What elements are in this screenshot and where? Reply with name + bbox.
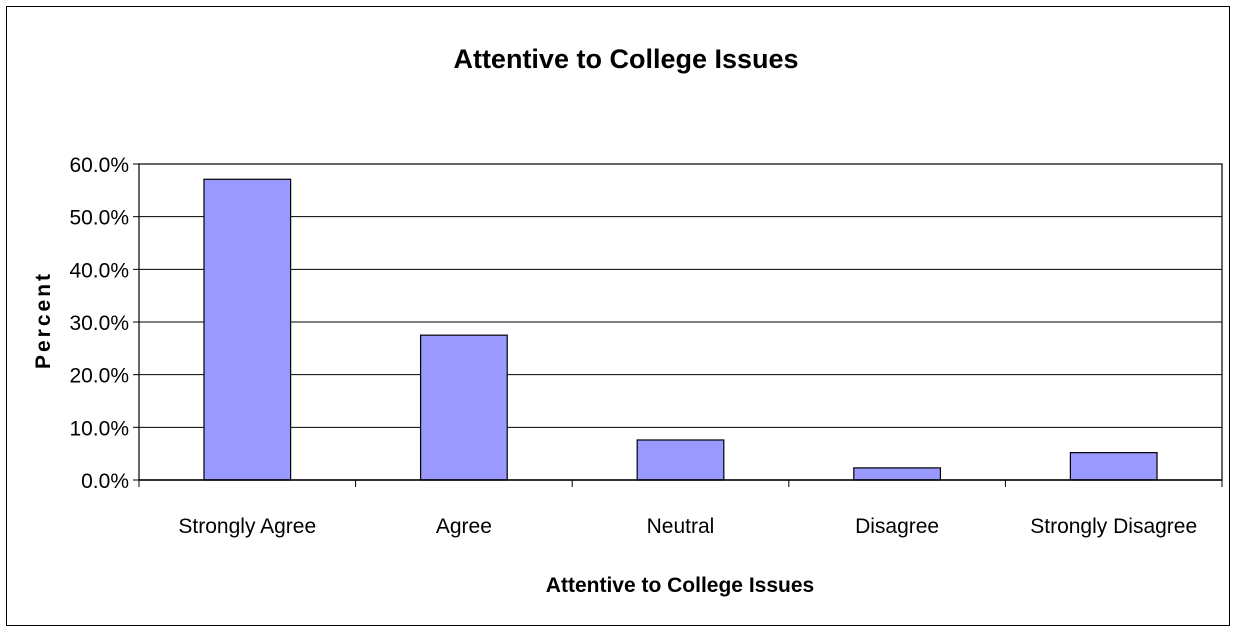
y-tick-label: 0.0% (81, 470, 129, 493)
bar (853, 467, 942, 481)
x-tick-label: Neutral (647, 515, 715, 538)
y-tick-label: 60.0% (69, 154, 129, 177)
x-tick-label: Strongly Agree (178, 515, 316, 538)
bar (203, 178, 292, 481)
y-axis-title: Percent (32, 271, 55, 369)
axes: 0.0% 10.0% 20.0% 30.0% 40.0% 50.0% 60.0% Strong… (69, 154, 1223, 538)
y-tick-label: 40.0% (69, 259, 129, 282)
chart-title: Attentive to College Issues (453, 44, 798, 74)
y-tick-label: 50.0% (69, 207, 129, 230)
y-tick-label: 10.0% (69, 417, 129, 440)
y-tick-label: 30.0% (69, 312, 129, 335)
y-tick-label: 20.0% (69, 365, 129, 388)
bar (636, 439, 725, 481)
x-tick-label: Strongly Disagree (1030, 515, 1197, 538)
bars (203, 178, 1158, 481)
x-axis-title: Attentive to College Issues (546, 574, 814, 597)
bar (419, 334, 508, 481)
gridlines (139, 163, 1222, 428)
bar (1069, 452, 1158, 481)
x-tick-label: Agree (436, 515, 492, 538)
x-tick-label: Disagree (855, 515, 939, 538)
